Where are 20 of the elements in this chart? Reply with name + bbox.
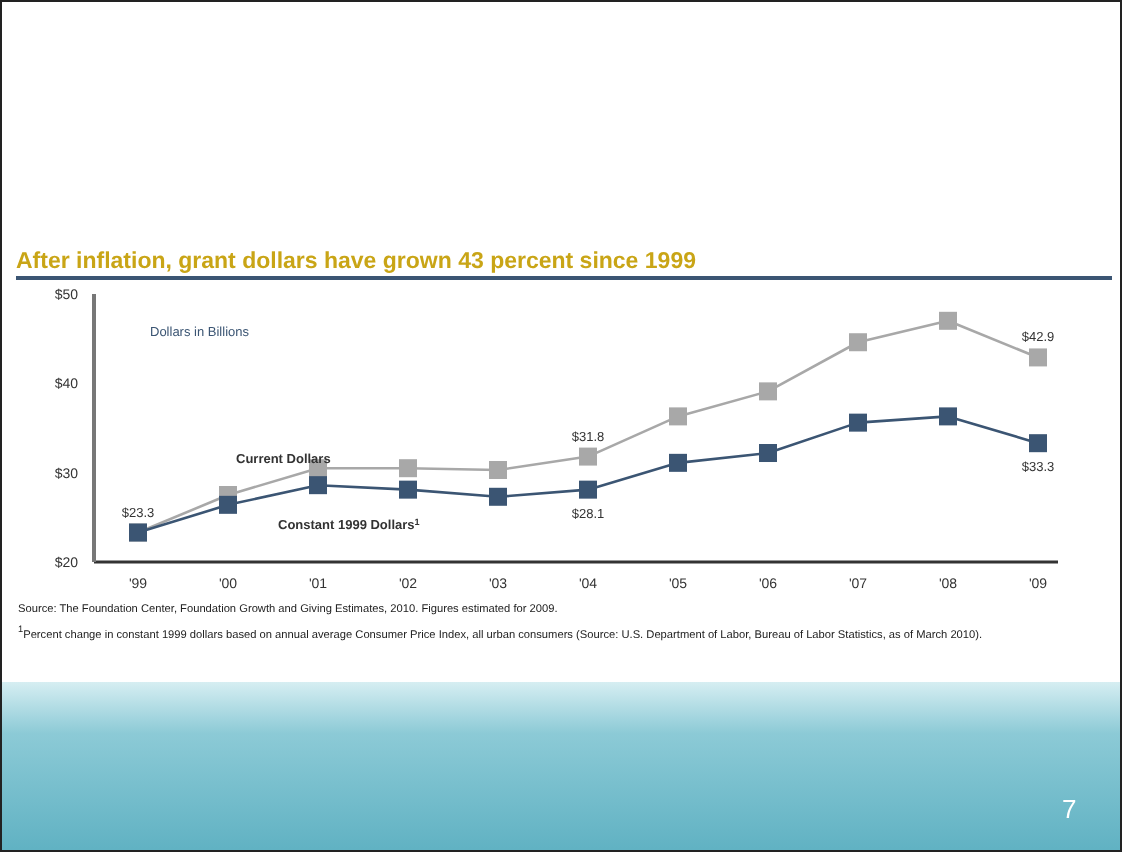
point: [309, 476, 327, 495]
point: [579, 480, 597, 499]
point: [1029, 434, 1047, 453]
point: [489, 460, 507, 479]
point: [849, 413, 867, 432]
point: [759, 382, 777, 401]
point: [849, 333, 867, 352]
point: [579, 447, 597, 466]
point: [399, 480, 417, 499]
text: 7: [1062, 794, 1077, 824]
point: [669, 453, 687, 472]
point: [939, 407, 957, 426]
point: [489, 487, 507, 506]
chart-title: After inflation, grant dollars have grown 43 percent since 1999: [16, 250, 696, 274]
point: [1029, 348, 1047, 367]
point: [219, 495, 237, 514]
point: [399, 459, 417, 478]
point: [669, 407, 687, 426]
point: [759, 444, 777, 463]
point: [939, 311, 957, 330]
